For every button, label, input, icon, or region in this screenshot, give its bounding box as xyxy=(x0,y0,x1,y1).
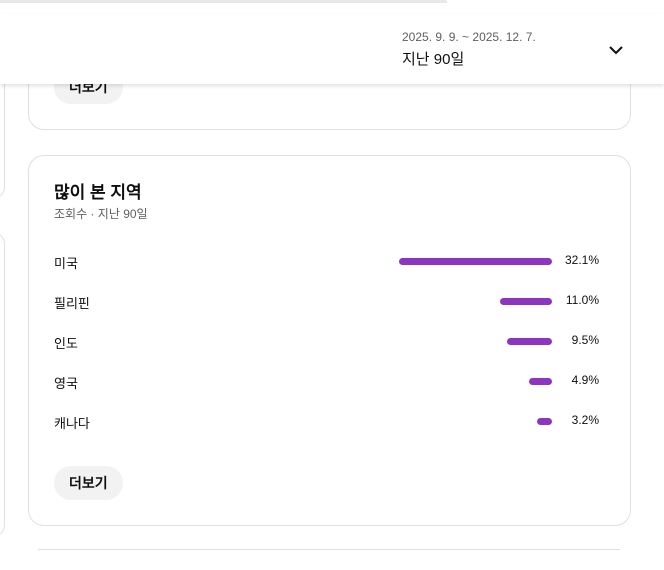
region-row: 영국 4.9% xyxy=(29,371,630,391)
region-row: 필리핀 11.0% xyxy=(29,291,630,311)
chevron-down-icon[interactable] xyxy=(606,40,626,60)
card-title: 많이 본 지역 xyxy=(54,183,142,202)
region-bar xyxy=(499,298,552,305)
region-label: 필리핀 xyxy=(54,296,90,311)
region-row: 캐나다 3.2% xyxy=(29,411,630,431)
card-subtitle: 조회수 · 지난 90일 xyxy=(54,207,148,221)
region-bar xyxy=(536,418,552,425)
region-bar xyxy=(399,258,552,265)
region-percent: 3.2% xyxy=(571,413,599,427)
date-range-header[interactable]: 2025. 9. 9. ~ 2025. 12. 7. 지난 90일 xyxy=(0,14,664,84)
region-percent: 9.5% xyxy=(571,333,599,347)
period-label: 지난 90일 xyxy=(402,51,465,68)
date-range: 2025. 9. 9. ~ 2025. 12. 7. xyxy=(402,30,536,44)
region-label: 인도 xyxy=(54,336,78,351)
region-bar xyxy=(506,338,552,345)
top-regions-card: 많이 본 지역 조회수 · 지난 90일 미국 32.1% 필리핀 11.0% 인도… xyxy=(28,155,631,526)
next-card-partial xyxy=(38,549,620,570)
top-strip xyxy=(0,0,447,3)
region-label: 미국 xyxy=(54,256,78,271)
region-percent: 4.9% xyxy=(571,373,599,387)
region-label: 캐나다 xyxy=(54,416,90,431)
region-percent: 11.0% xyxy=(565,293,599,307)
region-row: 인도 9.5% xyxy=(29,331,630,351)
region-bar xyxy=(528,378,552,385)
more-button[interactable]: 더보기 xyxy=(54,466,123,500)
region-row: 미국 32.1% xyxy=(29,251,630,271)
region-percent: 32.1% xyxy=(564,253,599,267)
region-label: 영국 xyxy=(54,376,78,391)
left-card-partial xyxy=(0,232,5,537)
